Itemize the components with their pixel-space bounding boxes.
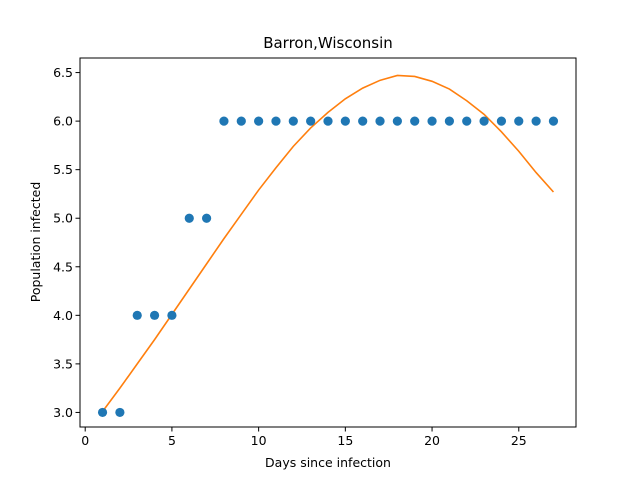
data-point-1: [97, 407, 108, 418]
y-tick-label: 4.5: [53, 259, 73, 274]
data-point-15: [340, 116, 350, 126]
data-point-14: [323, 116, 333, 126]
data-point-27: [548, 116, 559, 126]
data-point-3: [132, 310, 142, 320]
data-point-8: [219, 116, 229, 126]
y-tick-label: 5.0: [53, 211, 73, 226]
plot-frame: [79, 57, 577, 428]
data-point-20: [427, 116, 437, 126]
chart-title: Barron,Wisconsin: [263, 34, 393, 52]
data-point-26: [531, 116, 541, 126]
y-tick-label: 3.0: [53, 405, 73, 420]
y-tick-label: 6.5: [53, 65, 73, 80]
x-tick-label: 5: [168, 433, 176, 448]
data-point-17: [375, 116, 385, 126]
data-point-18: [392, 116, 402, 126]
data-point-13: [306, 116, 316, 126]
data-point-23: [479, 116, 489, 126]
data-point-4: [149, 310, 160, 320]
x-axis-label: Days since infection: [265, 455, 391, 470]
y-tick-label: 3.5: [53, 356, 73, 371]
x-tick-label: 25: [511, 433, 527, 448]
data-point-10: [254, 116, 264, 126]
data-point-22: [462, 116, 472, 126]
data-point-24: [496, 116, 507, 126]
y-tick-label: 5.5: [53, 162, 73, 177]
data-point-7: [202, 213, 212, 223]
data-point-16: [358, 116, 368, 126]
data-point-6: [184, 213, 194, 223]
x-tick-label: 20: [424, 433, 440, 448]
data-point-19: [410, 116, 420, 126]
data-point-21: [444, 116, 454, 126]
data-point-2: [115, 407, 125, 418]
data-point-5: [167, 310, 177, 320]
fitted-curve-line: [101, 74, 555, 412]
data-point-9: [236, 116, 246, 126]
y-tick-label: 4.0: [53, 308, 73, 323]
x-tick-label: 10: [251, 433, 267, 448]
x-axis: 0 5 10 15 20 25: [81, 427, 527, 448]
x-tick-label: 15: [337, 433, 353, 448]
y-tick-label: 6.0: [53, 114, 73, 129]
plot-area: [97, 74, 559, 418]
data-point-25: [514, 116, 524, 126]
data-point-12: [288, 116, 298, 126]
data-point-11: [271, 116, 281, 126]
x-tick-label: 0: [81, 433, 89, 448]
y-axis: 3.0 3.5 4.0 4.5 5.0 5.5 6.0 6.5: [53, 65, 80, 420]
y-axis-label: Population infected: [28, 182, 43, 303]
